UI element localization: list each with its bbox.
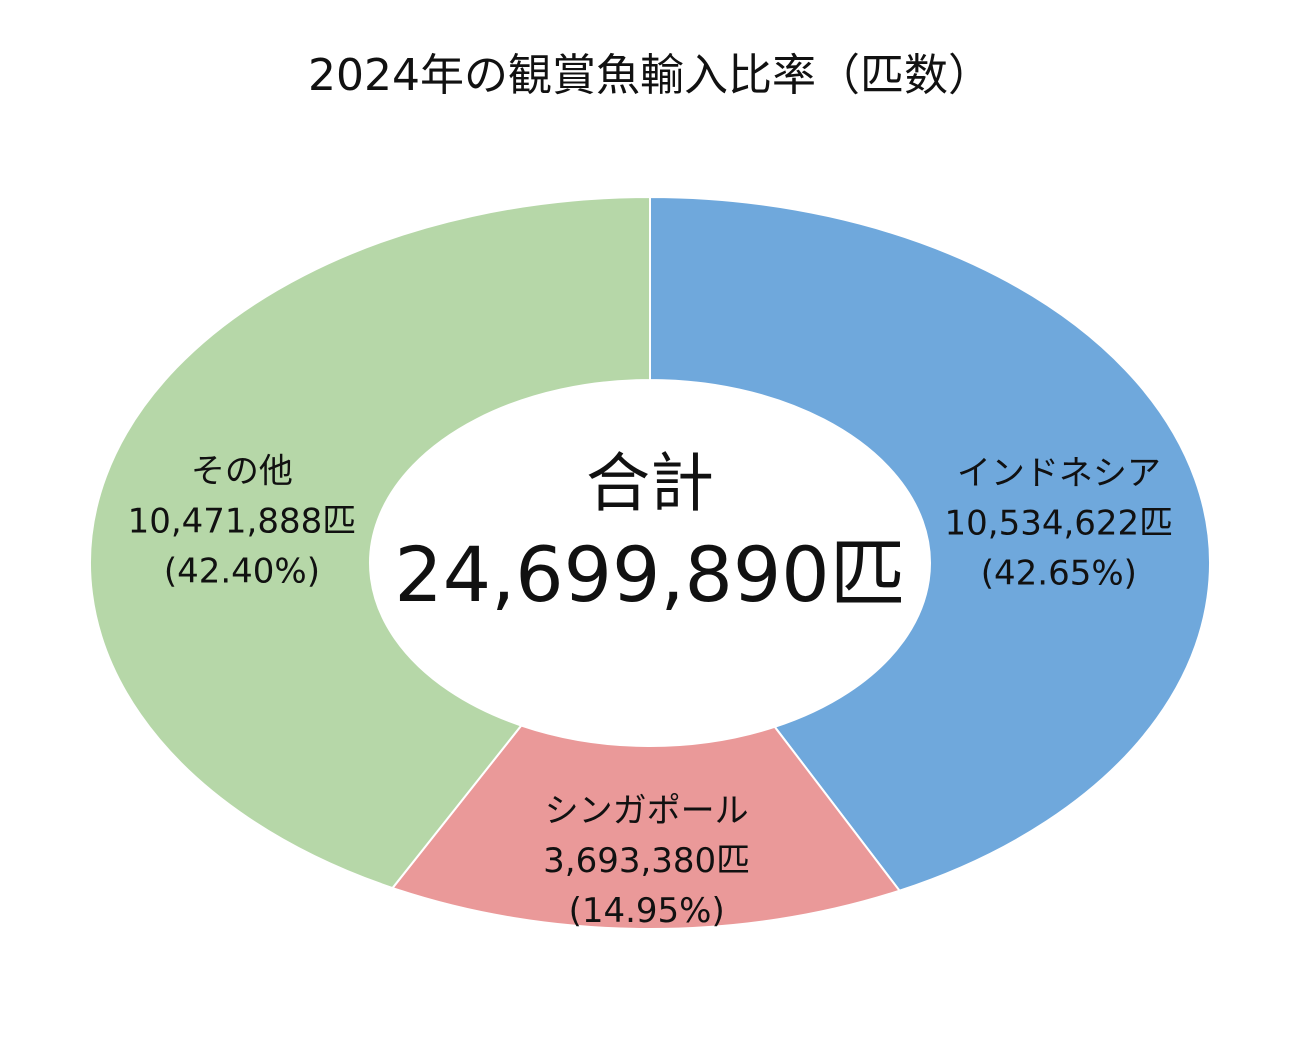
slice-category-label: その他 — [191, 452, 293, 492]
slices — [89, 195, 1211, 930]
slice-percentage-label: (42.40%) — [164, 552, 320, 592]
slice-category-label: インドネシア — [957, 454, 1161, 494]
slice-value-label: 10,471,888匹 — [128, 502, 357, 542]
donut-slice — [390, 724, 902, 930]
center-total: 24,699,890匹 — [394, 530, 905, 619]
donut-slice — [89, 195, 651, 890]
slice-percentage-label: (14.95%) — [569, 891, 725, 931]
center-label: 合計 — [586, 448, 714, 522]
slice-value-label: 3,693,380匹 — [543, 841, 750, 881]
slice-value-label: 10,534,622匹 — [945, 504, 1174, 544]
chart-title: 2024年の観賞魚輸入比率（匹数） — [308, 50, 992, 101]
slice-percentage-label: (42.65%) — [981, 554, 1137, 594]
slice-category-label: シンガポール — [545, 791, 749, 831]
donut-slice — [649, 195, 1211, 892]
